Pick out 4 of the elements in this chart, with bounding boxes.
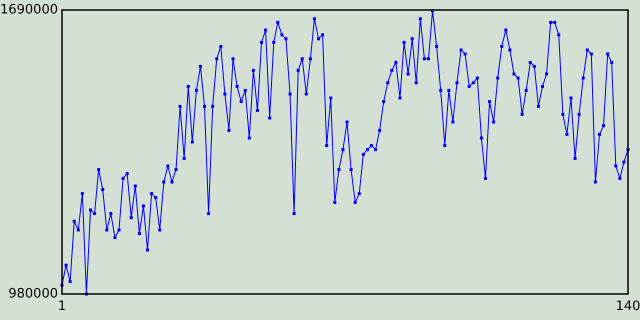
y-tick-label: 980000 (8, 286, 58, 302)
y-tick-label: 1690000 (0, 2, 58, 18)
x-tick-label: 1 (58, 299, 66, 314)
x-tick-label: 140 (616, 299, 640, 314)
